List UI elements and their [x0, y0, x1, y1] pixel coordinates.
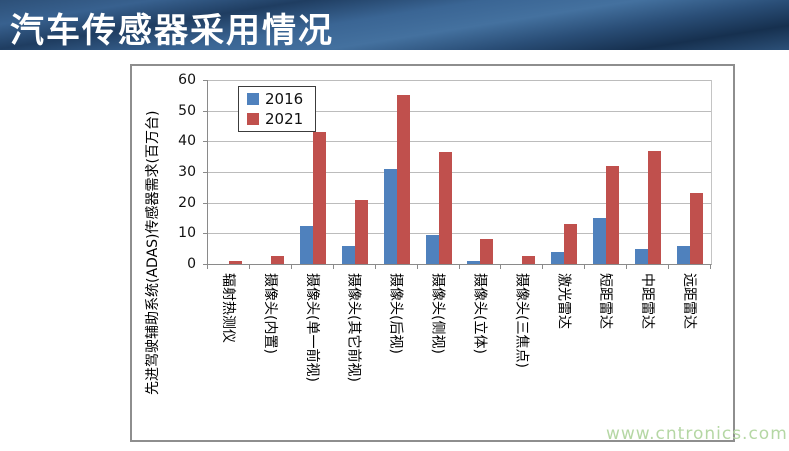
y-axis-title: 先进驾驶辅助系统(ADAS)传感器需求(百万台) — [145, 110, 161, 396]
gridline-40 — [208, 141, 711, 143]
bar-2016-cat10 — [593, 218, 607, 264]
y-tick-mark-10 — [203, 233, 207, 235]
bar-2021-cat8 — [522, 256, 536, 264]
bar-group-5 — [376, 80, 418, 264]
x-label-cat11: 中距雷达 — [639, 273, 656, 329]
legend-swatch-2016 — [247, 93, 259, 105]
y-tick-label-0: 0 — [187, 256, 196, 272]
x-label-cat3: 摄像头(单一前视) — [303, 273, 320, 382]
bar-2016-cat5 — [383, 169, 397, 264]
x-label-cat4: 摄像头(其它前视) — [345, 273, 362, 382]
gridline-60 — [208, 80, 711, 81]
x-tick-mark-7 — [500, 265, 502, 269]
bar-group-10 — [585, 80, 627, 264]
bar-2021-cat9 — [564, 224, 578, 264]
header-banner: 汽车传感器采用情况 — [0, 0, 789, 51]
bar-group-3 — [292, 80, 334, 264]
x-label-cat12: 远距雷达 — [681, 273, 698, 329]
x-tick-mark-12 — [710, 265, 711, 269]
gridline-10 — [208, 233, 711, 235]
y-tick-label-50: 50 — [178, 102, 196, 119]
y-tick-label-40: 40 — [178, 133, 196, 150]
y-tick-label-30: 30 — [178, 164, 196, 180]
bar-group-11 — [627, 80, 669, 264]
gridline-30 — [208, 172, 711, 173]
bar-2016-cat4 — [341, 246, 355, 264]
bar-group-7 — [460, 80, 502, 264]
x-tick-mark-3 — [332, 265, 334, 269]
bar-2021-cat10 — [606, 166, 620, 264]
y-tick-mark-50 — [203, 110, 207, 112]
bar-2021-cat6 — [438, 152, 452, 264]
y-tick-label-20: 20 — [178, 194, 196, 211]
bar-2021-cat3 — [312, 132, 326, 264]
x-label-cat7: 摄像头(立体) — [471, 273, 488, 354]
bar-2021-cat5 — [396, 95, 410, 264]
bar-2016-cat12 — [677, 246, 691, 264]
y-tick-label-60: 60 — [178, 72, 196, 88]
x-tick-mark-10 — [626, 265, 628, 269]
x-axis-ticks — [207, 265, 711, 270]
x-tick-mark-0 — [207, 265, 208, 269]
legend-label-2021: 2021 — [265, 110, 304, 128]
chart-legend: 2016 2021 — [238, 86, 317, 132]
bar-2016-cat9 — [551, 252, 565, 264]
gridline-50 — [208, 110, 711, 112]
bar-group-1 — [208, 80, 250, 264]
y-tick-mark-40 — [203, 141, 207, 143]
bar-2016-cat11 — [635, 249, 649, 264]
x-label-cat8: 摄像头(三焦点) — [513, 273, 530, 368]
bar-group-9 — [543, 80, 585, 264]
bar-2016-cat6 — [425, 235, 439, 264]
x-tick-mark-9 — [584, 265, 586, 269]
bar-2016-cat3 — [299, 226, 313, 264]
bar-2021-cat4 — [354, 200, 368, 264]
y-tick-mark-20 — [203, 202, 207, 204]
bar-2021-cat1 — [228, 261, 242, 264]
x-label-cat10: 短距雷达 — [597, 273, 614, 329]
bar-2021-cat12 — [690, 193, 704, 264]
y-tick-label-10: 10 — [178, 225, 196, 242]
bar-groups — [208, 80, 711, 264]
x-label-cat1: 辐射热测仪 — [219, 273, 236, 343]
bar-2021-cat11 — [648, 151, 662, 264]
bar-group-8 — [501, 80, 543, 264]
watermark: www.cntronics.com — [606, 424, 788, 444]
page-title: 汽车传感器采用情况 — [10, 11, 334, 51]
bar-group-12 — [669, 80, 711, 264]
bar-group-4 — [334, 80, 376, 264]
x-axis-labels: 辐射热测仪 摄像头(内置) 摄像头(单一前视) 摄像头(其它前视) 摄像头(后视) 摄像头… — [207, 273, 710, 431]
x-tick-mark-5 — [416, 265, 418, 269]
x-tick-mark-11 — [668, 265, 670, 269]
plot-area: 2016 2021 — [207, 80, 712, 265]
x-label-cat5: 摄像头(后视) — [387, 273, 404, 354]
x-label-cat9: 激光雷达 — [555, 273, 572, 329]
y-tick-mark-60 — [203, 80, 207, 81]
bar-2016-cat7 — [467, 261, 481, 264]
legend-label-2016: 2016 — [265, 90, 304, 108]
x-tick-mark-1 — [248, 265, 250, 269]
bar-group-6 — [418, 80, 460, 264]
legend-row-2016: 2016 — [247, 91, 303, 107]
x-tick-mark-8 — [542, 265, 544, 269]
legend-row-2021: 2021 — [247, 111, 303, 127]
x-label-cat6: 摄像头(侧视) — [429, 273, 446, 354]
bar-group-2 — [250, 80, 292, 264]
y-tick-mark-30 — [203, 172, 207, 173]
bar-2021-cat2 — [270, 256, 284, 264]
x-label-cat2: 摄像头(内置) — [261, 273, 278, 354]
x-tick-mark-4 — [374, 265, 376, 269]
gridline-20 — [208, 202, 711, 204]
chart: 先进驾驶辅助系统(ADAS)传感器需求(百万台) 0 10 20 30 40 50 60 2… — [130, 64, 735, 442]
x-tick-mark-2 — [290, 265, 292, 269]
bar-2021-cat7 — [480, 239, 494, 264]
x-tick-mark-6 — [458, 265, 460, 269]
y-tick-mark-0 — [203, 264, 207, 265]
legend-swatch-2021 — [247, 113, 259, 125]
